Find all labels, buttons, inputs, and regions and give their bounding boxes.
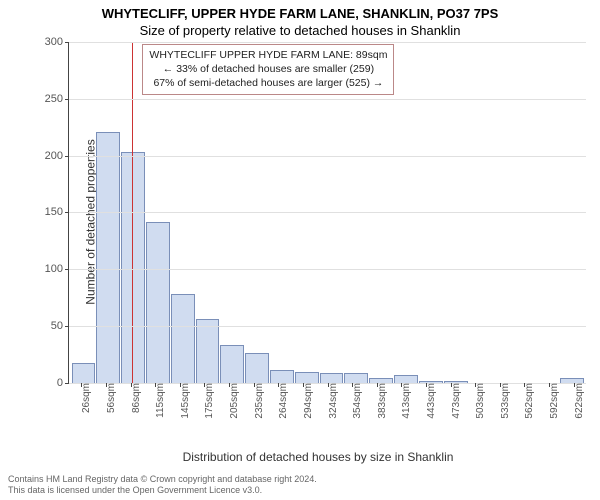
xtick-label: 443sqm	[422, 383, 437, 419]
xtick-mark	[500, 383, 501, 387]
xtick-mark	[106, 383, 107, 387]
bar	[270, 370, 294, 382]
annotation-line-3: 67% of semi-detached houses are larger (…	[149, 76, 387, 90]
xtick-label: 473sqm	[447, 383, 462, 419]
ytick-label: 50	[51, 320, 69, 332]
xtick-mark	[475, 383, 476, 387]
bar	[320, 373, 344, 382]
xtick-label: 503sqm	[471, 383, 486, 419]
xtick-mark	[180, 383, 181, 387]
footer-line-2: This data is licensed under the Open Gov…	[8, 485, 600, 496]
bar	[196, 319, 220, 383]
xtick-label: 324sqm	[324, 383, 339, 419]
annotation-line-2: ← 33% of detached houses are smaller (25…	[149, 62, 387, 76]
xtick-label: 56sqm	[102, 383, 117, 413]
footer: Contains HM Land Registry data © Crown c…	[0, 472, 600, 500]
chart-area: Number of detached properties WHYTECLIFF…	[50, 42, 586, 402]
ytick-label: 0	[57, 377, 69, 389]
xtick-mark	[131, 383, 132, 387]
xtick-mark	[254, 383, 255, 387]
ytick-label: 250	[45, 93, 69, 105]
gridline	[69, 269, 586, 270]
bar	[96, 132, 120, 383]
annotation-box: WHYTECLIFF UPPER HYDE FARM LANE: 89sqm ←…	[142, 44, 394, 95]
xtick-label: 115sqm	[151, 383, 166, 418]
bar	[220, 345, 244, 382]
xtick-mark	[377, 383, 378, 387]
xtick-label: 622sqm	[570, 383, 585, 419]
x-axis-label: Distribution of detached houses by size …	[183, 450, 454, 464]
xtick-label: 145sqm	[176, 383, 191, 419]
xtick-label: 562sqm	[520, 383, 535, 419]
gridline	[69, 42, 586, 43]
xtick-mark	[574, 383, 575, 387]
ytick-label: 150	[45, 206, 69, 218]
xtick-label: 533sqm	[496, 383, 511, 419]
bar	[72, 363, 96, 382]
xtick-label: 175sqm	[200, 383, 215, 419]
xtick-label: 264sqm	[274, 383, 289, 419]
xtick-mark	[549, 383, 550, 387]
title-line-1: WHYTECLIFF, UPPER HYDE FARM LANE, SHANKL…	[0, 6, 600, 21]
gridline	[69, 212, 586, 213]
xtick-label: 205sqm	[225, 383, 240, 419]
bar	[245, 353, 269, 383]
xtick-mark	[229, 383, 230, 387]
xtick-label: 294sqm	[299, 383, 314, 419]
ytick-label: 200	[45, 150, 69, 162]
chart-container: WHYTECLIFF, UPPER HYDE FARM LANE, SHANKL…	[0, 0, 600, 500]
xtick-label: 383sqm	[373, 383, 388, 419]
xtick-mark	[328, 383, 329, 387]
bar	[171, 294, 195, 383]
xtick-label: 26sqm	[77, 383, 92, 413]
gridline	[69, 99, 586, 100]
annotation-line-1: WHYTECLIFF UPPER HYDE FARM LANE: 89sqm	[149, 48, 387, 62]
xtick-mark	[303, 383, 304, 387]
ytick-label: 300	[45, 36, 69, 48]
xtick-mark	[352, 383, 353, 387]
bar	[344, 373, 368, 382]
plot-region: WHYTECLIFF UPPER HYDE FARM LANE: 89sqm ←…	[68, 42, 586, 384]
gridline	[69, 326, 586, 327]
xtick-mark	[401, 383, 402, 387]
xtick-label: 354sqm	[348, 383, 363, 419]
xtick-label: 86sqm	[127, 383, 142, 413]
xtick-mark	[524, 383, 525, 387]
xtick-mark	[426, 383, 427, 387]
bar	[146, 222, 170, 382]
footer-line-1: Contains HM Land Registry data © Crown c…	[8, 474, 600, 485]
xtick-mark	[451, 383, 452, 387]
xtick-mark	[204, 383, 205, 387]
xtick-label: 235sqm	[250, 383, 265, 419]
gridline	[69, 156, 586, 157]
xtick-label: 592sqm	[545, 383, 560, 419]
xtick-label: 413sqm	[397, 383, 412, 419]
bar	[394, 375, 418, 383]
bar	[295, 372, 319, 382]
xtick-mark	[278, 383, 279, 387]
title-line-2: Size of property relative to detached ho…	[0, 23, 600, 38]
ytick-label: 100	[45, 263, 69, 275]
xtick-mark	[81, 383, 82, 387]
xtick-mark	[155, 383, 156, 387]
